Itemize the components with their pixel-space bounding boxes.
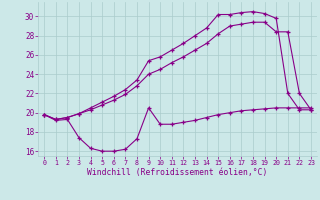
X-axis label: Windchill (Refroidissement éolien,°C): Windchill (Refroidissement éolien,°C) [87,168,268,177]
